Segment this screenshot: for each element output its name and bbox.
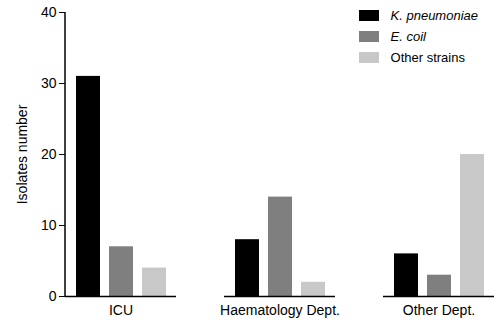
- svg-text:30: 30: [41, 75, 57, 91]
- svg-text:Haematology Dept.: Haematology Dept.: [220, 302, 340, 318]
- svg-text:0: 0: [49, 288, 57, 304]
- html-text:K. pneumoniae: K. pneumoniae: [390, 8, 478, 23]
- html-text:E. coil: E. coil: [390, 29, 426, 44]
- html-text:Other strains: Other strains: [390, 50, 465, 65]
- svg-text:ICU: ICU: [109, 302, 133, 318]
- svg-text:Isolates number: Isolates number: [14, 104, 30, 204]
- svg-text:Other Dept.: Other Dept.: [403, 302, 475, 318]
- svg-text:20: 20: [41, 146, 57, 162]
- svg-text:40: 40: [41, 4, 57, 20]
- svg-text:10: 10: [41, 217, 57, 233]
